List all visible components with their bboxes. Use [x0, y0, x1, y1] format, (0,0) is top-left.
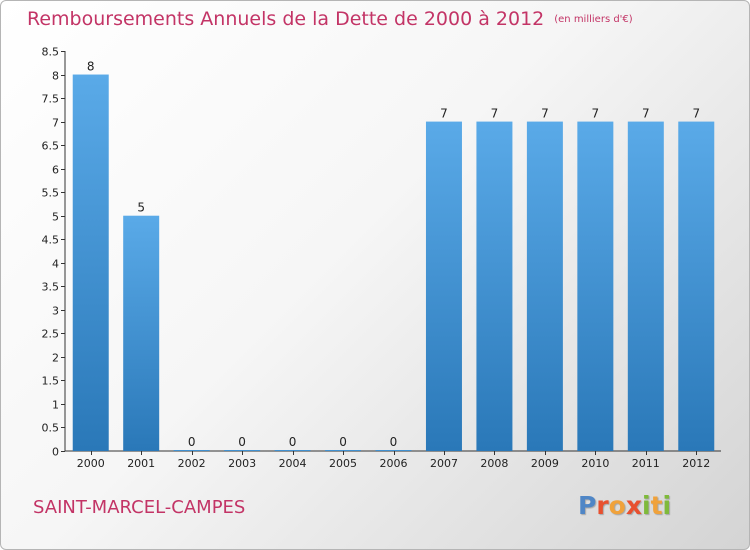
y-tick-label: 1.5: [42, 375, 60, 388]
x-tick-label: 2011: [632, 457, 660, 470]
y-tick-label: 6: [52, 164, 59, 177]
bar: [577, 121, 614, 452]
y-tick-label: 5: [52, 211, 59, 224]
y-tick-label: 0.5: [42, 422, 60, 435]
data-label: 7: [491, 107, 499, 121]
bar: [476, 121, 513, 452]
data-label: 8: [87, 60, 95, 74]
x-tick-label: 2000: [77, 457, 105, 470]
y-tick-label: 2: [52, 352, 59, 365]
data-label: 0: [339, 435, 347, 449]
x-tick-label: 2010: [581, 457, 609, 470]
commune-name: SAINT-MARCEL-CAMPES: [33, 497, 246, 518]
logo-letter: x: [625, 491, 642, 520]
data-label: 7: [642, 107, 650, 121]
y-tick-label: 8: [52, 70, 59, 83]
x-tick-label: 2006: [380, 457, 408, 470]
bar: [274, 450, 311, 451]
y-tick-label: 5.5: [42, 187, 60, 200]
y-tick-label: 8.5: [42, 46, 60, 59]
bar: [325, 450, 362, 451]
x-tick-label: 2009: [531, 457, 559, 470]
bars: [72, 74, 715, 452]
data-label: 7: [541, 107, 549, 121]
bar: [526, 121, 563, 452]
logo-letter: r: [596, 491, 609, 520]
x-tick-label: 2001: [127, 457, 155, 470]
x-tick-label: 2005: [329, 457, 357, 470]
y-tick-label: 0: [52, 446, 59, 459]
labels: 2000 8 2001 5 2002 0 2003 0 2004 0 2005 0 2006 0 2007 7…: [77, 60, 711, 470]
x-tick-label: 2002: [178, 457, 206, 470]
data-label: 7: [440, 107, 448, 121]
chart-title-text: Remboursements Annuels de la Dette de 20…: [27, 8, 545, 30]
y-tick-label: 4.5: [42, 234, 60, 247]
x-tick-label: 2008: [480, 457, 508, 470]
data-label: 5: [137, 201, 145, 215]
proxiti-logo[interactable]: Proxiti: [578, 491, 671, 520]
bar: [425, 121, 462, 452]
bar: [627, 121, 664, 452]
logo-letter: i: [662, 491, 672, 520]
logo-letter: o: [608, 491, 626, 520]
data-label: 0: [238, 435, 246, 449]
logo-letter: i: [642, 491, 651, 520]
y-tick-label: 1: [52, 399, 59, 412]
chart-title: Remboursements Annuels de la Dette de 20…: [27, 8, 633, 30]
y-tick-label: 2.5: [42, 328, 60, 341]
chart-unit: (en milliers d'€): [554, 14, 633, 25]
bar: [72, 74, 109, 451]
logo-letter: t: [650, 491, 663, 520]
data-label: 0: [390, 435, 398, 449]
y-tick-label: 3: [52, 305, 59, 318]
bar: [224, 450, 261, 451]
y-tick-label: 6.5: [42, 140, 60, 153]
y-tick-label: 3.5: [42, 281, 60, 294]
x-tick-label: 2012: [682, 457, 710, 470]
bar: [678, 121, 715, 452]
x-tick-label: 2003: [228, 457, 256, 470]
y-tick-label: 7.5: [42, 93, 60, 106]
data-label: 0: [188, 435, 196, 449]
logo-letter: P: [578, 491, 597, 520]
y-tick-label: 4: [52, 258, 59, 271]
x-tick-label: 2007: [430, 457, 458, 470]
bar: [123, 215, 160, 451]
bar: [173, 450, 210, 451]
data-label: 7: [592, 107, 600, 121]
bar: [375, 450, 412, 451]
data-label: 7: [692, 107, 700, 121]
x-tick-label: 2004: [279, 457, 307, 470]
data-label: 0: [289, 435, 297, 449]
y-tick-label: 7: [52, 117, 59, 130]
